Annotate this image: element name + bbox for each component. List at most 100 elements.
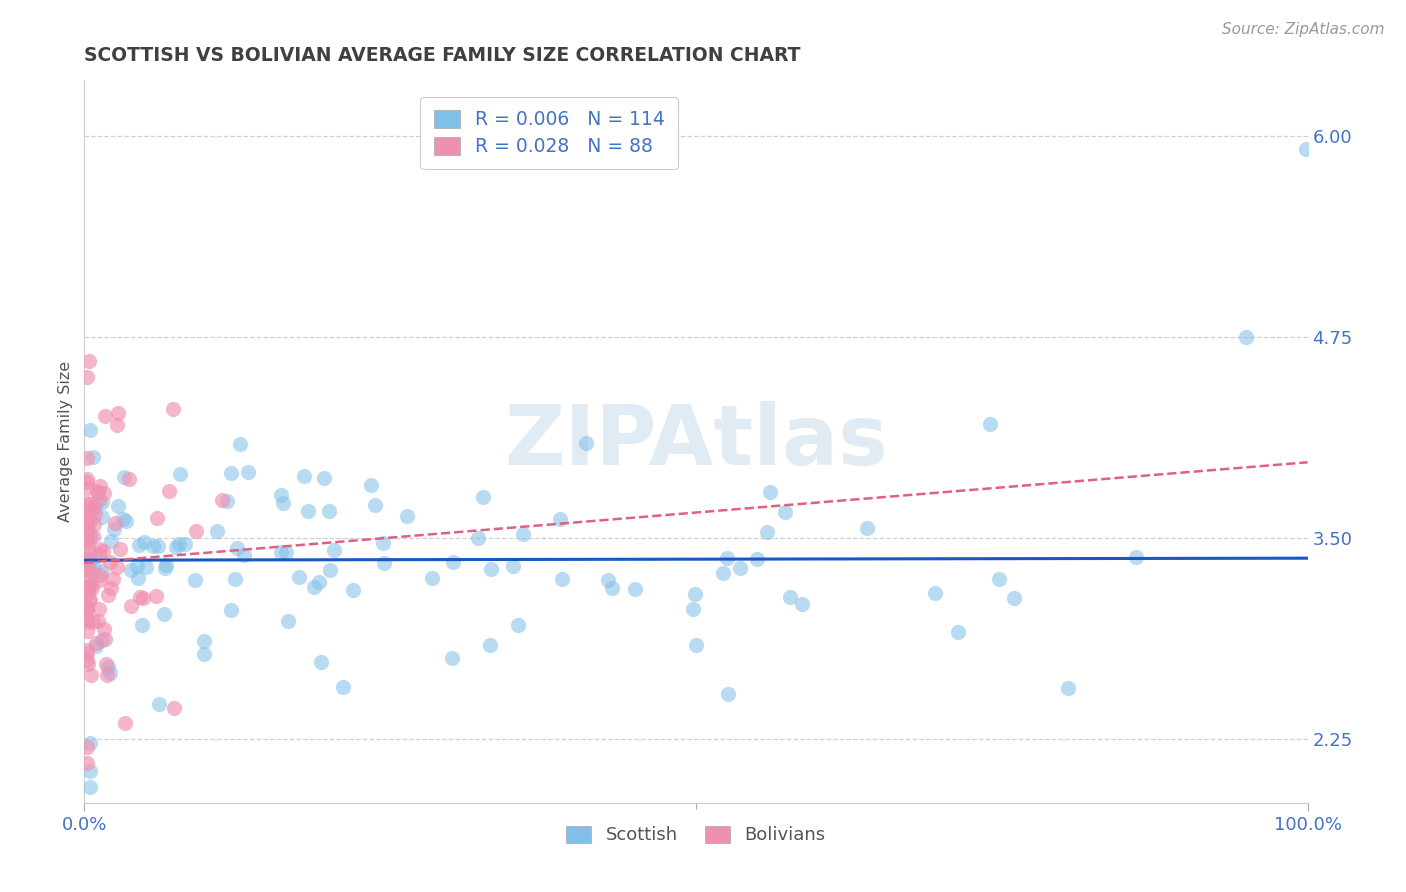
Point [89,479,111,493]
Point [1056,681,1078,695]
Point [277,614,299,628]
Point [77,545,100,559]
Point [332,681,354,695]
Point [103,522,125,536]
Point [80,578,103,592]
Point [76,624,98,638]
Point [91,543,114,558]
Point [472,490,495,504]
Point [988,573,1011,587]
Point [155,558,177,573]
Point [360,477,382,491]
Point [162,402,184,417]
Point [287,570,309,584]
Point [979,417,1001,432]
Point [104,516,127,530]
Point [83,499,105,513]
Point [107,406,129,420]
Point [80,581,103,595]
Point [94,632,117,647]
Point [76,519,98,533]
Point [271,495,294,509]
Point [297,504,319,518]
Point [342,582,364,597]
Point [779,591,801,605]
Point [107,418,129,433]
Point [98,665,121,680]
Point [148,697,170,711]
Point [322,543,344,558]
Point [76,578,98,592]
Point [467,532,489,546]
Point [76,587,98,601]
Point [94,409,117,423]
Point [856,521,879,535]
Point [76,496,98,510]
Point [76,523,98,537]
Point [76,603,98,617]
Point [98,555,121,569]
Point [309,655,332,669]
Point [97,588,120,602]
Point [228,436,250,450]
Point [89,573,111,587]
Point [93,486,115,500]
Point [114,515,136,529]
Text: ZIPAtlas: ZIPAtlas [503,401,889,482]
Point [77,593,100,607]
Point [512,526,534,541]
Point [219,603,242,617]
Point [318,563,340,577]
Point [89,568,111,582]
Point [184,573,207,587]
Point [276,545,298,559]
Point [87,547,110,561]
Point [142,539,165,553]
Y-axis label: Average Family Size: Average Family Size [58,361,73,522]
Point [120,563,142,577]
Point [84,507,107,521]
Point [96,657,118,671]
Point [83,561,105,575]
Point [76,563,98,577]
Point [128,538,150,552]
Point [100,582,122,596]
Point [193,634,215,648]
Point [551,572,574,586]
Point [86,486,108,500]
Point [76,515,98,529]
Text: Source: ZipAtlas.com: Source: ZipAtlas.com [1222,22,1385,37]
Point [96,659,118,673]
Point [575,436,598,450]
Point [165,540,187,554]
Point [82,450,104,464]
Point [76,614,98,628]
Point [682,601,704,615]
Point [79,780,101,794]
Point [1002,591,1025,605]
Point [924,586,946,600]
Point [479,562,502,576]
Point [207,524,229,538]
Point [76,739,98,754]
Point [76,653,98,667]
Point [184,524,207,538]
Point [215,493,238,508]
Point [163,700,186,714]
Point [755,524,778,539]
Point [157,484,180,499]
Point [108,541,131,556]
Point [118,472,141,486]
Point [145,510,167,524]
Point [84,639,107,653]
Point [224,573,246,587]
Point [225,541,247,555]
Point [111,512,134,526]
Point [308,574,330,589]
Point [87,602,110,616]
Point [683,587,706,601]
Point [371,535,394,549]
Point [87,614,110,628]
Point [600,581,623,595]
Point [79,764,101,778]
